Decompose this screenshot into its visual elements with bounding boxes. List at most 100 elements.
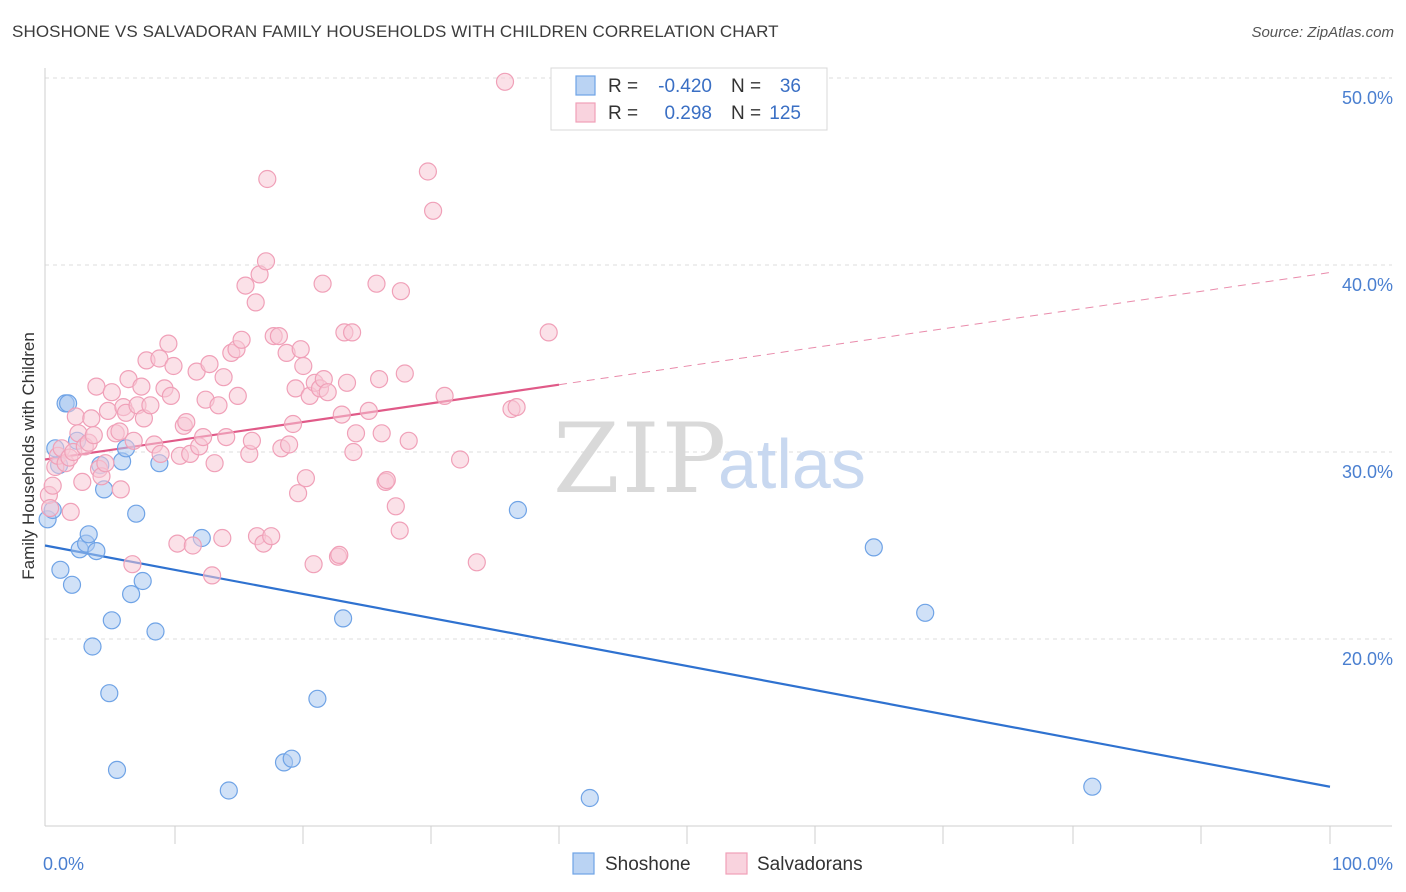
salvadoran-point	[435, 386, 454, 405]
salvadoran-point	[332, 405, 351, 424]
salvadoran-point	[87, 377, 106, 396]
shoshone-point	[1083, 777, 1102, 796]
salvadoran-trend-extension	[558, 272, 1331, 386]
series-salvadorans	[39, 72, 558, 585]
salvadoran-point	[344, 442, 363, 462]
salvadoran-point	[161, 386, 180, 405]
shoshone-legend-swatch	[575, 75, 596, 96]
salvadoran-point	[418, 162, 437, 181]
shoshone-point	[146, 622, 165, 641]
salvadoran-point	[73, 472, 92, 491]
grid-lines	[45, 77, 1392, 640]
shoshone-point	[87, 541, 106, 561]
salvadoran-point	[43, 476, 62, 495]
salvadoran-point	[141, 396, 160, 415]
salvadoran-point	[346, 424, 366, 443]
chart-source: Source: ZipAtlas.com	[1251, 24, 1394, 41]
salvadoran-point	[232, 330, 251, 349]
salvadoran-point	[495, 72, 515, 91]
shoshone-point	[219, 781, 238, 800]
shoshone-point	[100, 684, 119, 703]
salvadoran-point	[367, 274, 386, 293]
salvadoran-point	[246, 293, 265, 312]
salvadoran-point	[164, 356, 183, 376]
salvadoran-point	[451, 450, 470, 469]
salvadoran-point	[151, 444, 170, 463]
shoshone-point	[916, 603, 935, 622]
shoshone-r-label: R =	[608, 76, 638, 97]
salvadoran-point	[159, 334, 178, 353]
y-tick-label-40: 40.0%	[1342, 275, 1393, 295]
shoshone-point	[122, 584, 141, 604]
y-axis-title: Family Households with Children	[19, 332, 38, 580]
chart-title: SHOSHONE VS SALVADORAN FAMILY HOUSEHOLDS…	[12, 22, 779, 41]
shoshone-n-label: N =	[731, 76, 761, 97]
salvadoran-point	[399, 431, 418, 450]
salvadoran-point	[291, 340, 310, 359]
salvadoran-point	[209, 396, 228, 415]
salvadoran-point	[318, 383, 337, 402]
salvadoran-point	[242, 431, 261, 450]
watermark-atlas: atlas	[718, 425, 866, 503]
salvadoran-point	[386, 497, 405, 516]
salvadoran-point	[377, 471, 396, 490]
salvadoran-point	[304, 555, 323, 574]
salvadoran-point	[507, 398, 526, 417]
salvadoran-point	[467, 553, 486, 572]
shoshone-point	[282, 749, 301, 768]
salvadoran-point	[286, 379, 305, 398]
salvadoran-point	[359, 401, 378, 420]
salvadoran-point	[337, 373, 357, 392]
salvadoran-point	[200, 355, 219, 374]
shoshone-bottom-legend-label: Shoshone	[605, 854, 691, 875]
shoshone-r-value: -0.420	[658, 76, 712, 97]
shoshone-point	[79, 525, 98, 544]
salvadoran-r-label: R =	[608, 103, 638, 124]
salvadoran-point	[61, 502, 80, 521]
shoshone-trend-line	[44, 544, 1331, 788]
salvadoran-point	[390, 521, 409, 540]
y-tick-label-50: 50.0%	[1342, 88, 1393, 108]
salvadoran-point	[258, 169, 277, 189]
salvadoran-point	[132, 377, 151, 396]
shoshone-point	[107, 760, 127, 780]
salvadoran-point	[424, 201, 443, 220]
shoshone-point	[51, 560, 70, 579]
salvadoran-r-value: 0.298	[664, 103, 712, 124]
x-tick-label-min: 0.0%	[43, 854, 84, 874]
salvadoran-point	[236, 276, 255, 295]
salvadoran-point	[183, 536, 202, 555]
shoshone-n-value: 36	[780, 76, 801, 97]
x-tick-label-max: 100.0%	[1332, 854, 1393, 874]
shoshone-point	[308, 689, 327, 708]
salvadoran-point	[313, 274, 332, 293]
salvadoran-point	[98, 401, 118, 420]
shoshone-bottom-legend-swatch	[572, 852, 595, 875]
salvadoran-point	[194, 428, 213, 447]
salvadoran-bottom-legend-swatch	[725, 852, 748, 875]
salvadoran-point	[214, 368, 233, 387]
salvadoran-point	[280, 435, 299, 454]
watermark-zip: ZIP	[553, 403, 728, 515]
shoshone-point	[127, 504, 146, 523]
salvadoran-point	[330, 545, 349, 565]
salvadoran-bottom-legend-label: Salvadorans	[757, 854, 863, 875]
salvadoran-point	[110, 422, 129, 441]
salvadoran-point	[203, 566, 222, 585]
shoshone-point	[133, 571, 152, 591]
shoshone-point	[334, 609, 353, 628]
salvadoran-n-label: N =	[731, 103, 761, 124]
y-tick-label-20: 20.0%	[1342, 649, 1393, 669]
shoshone-point	[83, 637, 102, 656]
salvadoran-point	[111, 480, 130, 499]
salvadoran-point	[84, 426, 103, 445]
salvadoran-point	[124, 431, 143, 450]
salvadoran-point	[262, 527, 281, 546]
axes: 20.0% 30.0% 40.0% 50.0% 0.0% 100.0% Family Hou…	[19, 68, 1393, 874]
salvadoran-point	[213, 528, 232, 548]
salvadoran-point	[40, 499, 60, 518]
salvadoran-point	[123, 555, 142, 574]
legend-bottom: Shoshone Salvadorans	[572, 852, 863, 875]
